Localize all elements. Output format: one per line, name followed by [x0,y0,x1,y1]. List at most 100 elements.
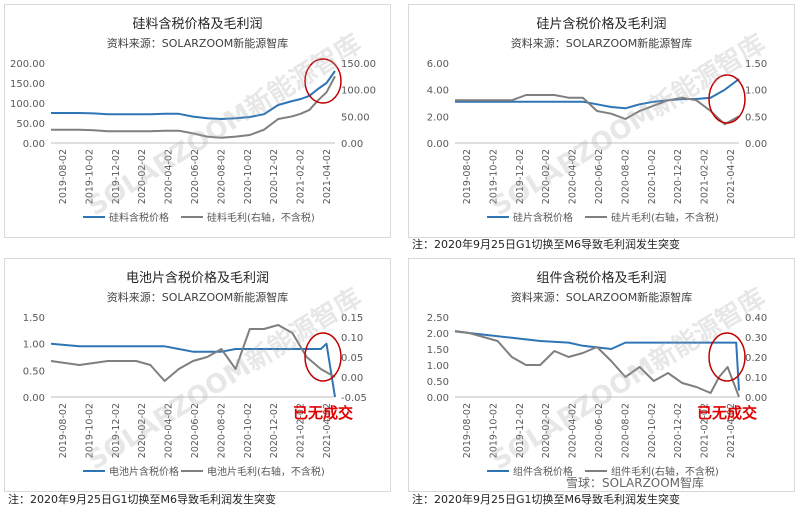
legend-label: 硅片毛利(右轴，不含税) [611,211,719,224]
x-tick-label: 2020-02-02 [541,149,552,204]
x-tick-label: 2020-02-02 [137,149,148,204]
series-line-price [455,78,740,110]
y-left-tick-label: 1.50 [23,313,45,324]
x-tick-label: 2021-02-02 [296,403,307,458]
x-tick-label: 2020-12-02 [269,403,280,458]
x-tick-label: 2020-02-02 [541,403,552,458]
x-tick-label: 2020-10-02 [647,149,658,204]
x-tick-label: 2021-04-02 [322,149,333,204]
x-tick-label: 2019-08-02 [58,403,69,458]
y-left-tick-label: 2.00 [427,112,449,123]
chart-note-module: 注：2020年9月25日G1切换至M6导致毛利润发生突变 [412,493,681,506]
chart-note-wafer: 注：2020年9月25日G1切换至M6导致毛利润发生突变 [412,238,681,251]
y-left-tick-label: 0.00 [427,139,449,150]
y-left-tick-label: 1.00 [23,340,45,351]
chart-subtitle: 资料来源：SOLARZOOM新能源智库 [106,37,289,50]
footer-watermark: 雪球：SOLARZOOM智库 [566,476,705,490]
no-trade-stamp: 已无成交 [293,404,354,422]
y-right-tick-label: 150.00 [341,59,376,70]
x-tick-label: 2021-02-02 [700,403,711,458]
series-line-margin [454,330,740,398]
y-right-tick-label: 1.50 [745,59,767,70]
y-right-tick-label: 1.00 [745,86,767,97]
y-right-tick-label: 0.30 [745,333,767,344]
y-right-tick-label: 0.15 [341,313,363,324]
chart-title: 硅片含税价格及毛利润 [536,17,667,32]
x-tick-label: 2019-10-02 [488,149,499,204]
chart-subtitle: 资料来源：SOLARZOOM新能源智库 [510,37,693,50]
series-line-margin [51,75,336,139]
x-tick-label: 2020-08-02 [620,403,631,458]
x-tick-label: 2020-12-02 [673,403,684,458]
x-tick-label: 2020-12-02 [269,149,280,204]
chart-title: 组件含税价格及毛利润 [536,271,667,286]
x-tick-label: 2020-10-02 [243,149,254,204]
y-right-tick-label: 0.05 [341,353,363,364]
chart-panel-wafer: 硅片含税价格及毛利润 资料来源：SOLARZOOM新能源智库 0.00 2.00 4… [408,4,795,238]
chart-panel-module: 组件含税价格及毛利润 资料来源：SOLARZOOM新能源智库 0.00 0.50 1… [408,258,795,492]
y-left-tick-label: 2.00 [427,329,449,340]
legend-label: 组件毛利(右轴，不含税) [611,465,719,478]
legend-label: 电池片含税价格 [109,465,179,478]
x-tick-label: 2020-10-02 [647,403,658,458]
y-right-tick-label: 50.00 [341,112,370,123]
x-tick-label: 2020-02-02 [137,403,148,458]
highlight-circle [708,332,746,382]
x-tick-label: 2019-12-02 [111,149,122,204]
y-right-tick-label: 0.20 [745,353,767,364]
y-left-tick-label: 200.00 [10,59,45,70]
y-left-tick-label: 0.50 [23,366,45,377]
x-tick-label: 2020-08-02 [216,149,227,204]
y-left-tick-label: 0.50 [427,377,449,388]
x-tick-label: 2020-06-02 [190,149,201,204]
no-trade-stamp: 已无成交 [697,404,758,422]
y-left-tick-label: 4.00 [427,86,449,97]
x-tick-label: 2019-08-02 [58,149,69,204]
y-left-tick-label: 100.00 [10,99,45,110]
y-left-tick-label: 0.00 [23,393,45,404]
y-right-tick-label: 100.00 [341,86,376,97]
chart-svg-wafer: 0.00 2.00 4.00 6.00 0.00 0.50 1.00 1.50 2019-08-… [427,59,768,224]
y-left-tick-label: 6.00 [427,59,449,70]
x-tick-label: 2020-04-02 [568,149,579,204]
y-right-tick-label: 0.00 [745,139,767,150]
x-tick-label: 2019-12-02 [515,403,526,458]
x-tick-label: 2019-08-02 [462,403,473,458]
series-line-margin [455,94,740,126]
x-tick-label: 2020-08-02 [620,149,631,204]
x-tick-label: 2020-08-02 [216,403,227,458]
chart-title: 电池片含税价格及毛利润 [125,271,269,286]
x-tick-label: 2019-12-02 [515,149,526,204]
y-right-tick-label: 0.50 [745,112,767,123]
x-tick-label: 2020-06-02 [594,403,605,458]
x-tick-label: 2021-04-02 [726,149,737,204]
x-tick-label: 2020-04-02 [164,403,175,458]
x-tick-label: 2020-04-02 [164,149,175,204]
y-right-tick-label: 0.10 [341,333,363,344]
legend-label: 组件含税价格 [513,465,573,478]
x-tick-label: 2019-10-02 [488,403,499,458]
y-right-tick-label: 0.00 [745,393,767,404]
chart-note-cell: 注：2020年9月25日G1切换至M6导致毛利润发生突变 [8,493,277,506]
y-left-tick-label: 1.00 [427,361,449,372]
y-left-tick-label: 0.00 [427,393,449,404]
chart-svg-silicon: 0.00 50.00 100.00 150.00 200.00 0.00 50.00 100.… [10,58,376,224]
y-right-tick-label: 0.00 [341,139,363,150]
y-right-tick-label: 0.00 [341,373,363,384]
chart-panel-cell: 电池片含税价格及毛利润 资料来源：SOLARZOOM新能源智库 0.00 0.50… [4,258,391,492]
y-left-tick-label: 150.00 [10,79,45,90]
x-tick-label: 2021-04-02 [726,403,737,458]
x-tick-label: 2019-08-02 [462,149,473,204]
legend-label: 硅料含税价格 [109,211,169,224]
legend-label: 硅片含税价格 [513,211,573,224]
chart-title: 硅料含税价格及毛利润 [132,17,263,32]
x-tick-label: 2019-10-02 [84,149,95,204]
chart-svg-module: 0.00 0.50 1.00 1.50 2.00 2.50 0.00 0.10 0.20 0.30… [427,313,768,478]
y-left-tick-label: 1.50 [427,345,449,356]
x-tick-label: 2020-12-02 [673,149,684,204]
y-left-tick-label: 2.50 [427,313,449,324]
y-right-tick-label: -0.05 [341,393,367,404]
chart-panel-silicon: 硅料含税价格及毛利润 资料来源：SOLARZOOM新能源智库 0.00 50.00… [4,4,391,238]
x-tick-label: 2020-10-02 [243,403,254,458]
series-line-price [51,70,336,120]
